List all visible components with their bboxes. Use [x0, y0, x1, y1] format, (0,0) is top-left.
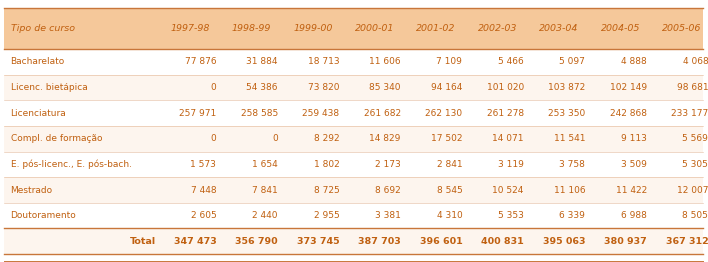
Text: 400 831: 400 831	[481, 237, 524, 246]
Text: 8 545: 8 545	[437, 185, 462, 194]
Text: 102 149: 102 149	[610, 83, 647, 92]
Text: 98 681: 98 681	[677, 83, 708, 92]
Text: 2 605: 2 605	[190, 211, 217, 220]
Text: 2002-03: 2002-03	[478, 24, 517, 33]
Bar	[4, 100, 703, 126]
Text: Tipo de curso: Tipo de curso	[11, 24, 75, 33]
Text: 2003-04: 2003-04	[539, 24, 578, 33]
Text: E. pós-licenc., E. pós-bach.: E. pós-licenc., E. pós-bach.	[11, 160, 132, 169]
Text: Licenc. bietápica: Licenc. bietápica	[11, 83, 87, 92]
Text: 3 758: 3 758	[559, 160, 586, 169]
Text: 356 790: 356 790	[235, 237, 278, 246]
Text: 6 988: 6 988	[621, 211, 647, 220]
Text: 387 703: 387 703	[358, 237, 401, 246]
Text: 5 353: 5 353	[498, 211, 524, 220]
Text: 11 541: 11 541	[554, 134, 586, 143]
Bar	[4, 203, 703, 228]
Bar	[4, 151, 703, 177]
Text: 7 448: 7 448	[190, 185, 217, 194]
Text: 380 937: 380 937	[604, 237, 647, 246]
Bar	[4, 49, 703, 75]
Text: 9 113: 9 113	[621, 134, 647, 143]
Text: 2001-02: 2001-02	[416, 24, 455, 33]
Text: 5 305: 5 305	[683, 160, 708, 169]
Text: 395 063: 395 063	[543, 237, 586, 246]
Text: 2004-05: 2004-05	[600, 24, 640, 33]
Text: 1997-98: 1997-98	[170, 24, 210, 33]
Text: 101 020: 101 020	[486, 83, 524, 92]
Text: 54 386: 54 386	[246, 83, 278, 92]
Text: 8 505: 8 505	[683, 211, 708, 220]
Text: 11 606: 11 606	[369, 57, 401, 66]
Text: 1 802: 1 802	[314, 160, 339, 169]
Text: 0: 0	[210, 83, 217, 92]
Text: 262 130: 262 130	[426, 108, 462, 118]
Bar	[4, 228, 703, 254]
Text: 7 841: 7 841	[252, 185, 278, 194]
Text: Bacharelato: Bacharelato	[11, 57, 65, 66]
Text: 8 725: 8 725	[314, 185, 339, 194]
Text: 2 173: 2 173	[375, 160, 401, 169]
Text: 4 310: 4 310	[437, 211, 462, 220]
Bar	[4, 126, 703, 151]
Text: Total: Total	[130, 237, 156, 246]
Text: 253 350: 253 350	[548, 108, 586, 118]
Text: 103 872: 103 872	[548, 83, 586, 92]
Text: 242 868: 242 868	[610, 108, 647, 118]
Text: 8 692: 8 692	[375, 185, 401, 194]
Text: 3 381: 3 381	[375, 211, 401, 220]
Text: 2005-06: 2005-06	[662, 24, 702, 33]
Text: 31 884: 31 884	[246, 57, 278, 66]
Text: 257 971: 257 971	[179, 108, 217, 118]
Text: 261 278: 261 278	[486, 108, 524, 118]
Bar	[4, 75, 703, 100]
Text: 77 876: 77 876	[185, 57, 217, 66]
Text: 12 007: 12 007	[677, 185, 708, 194]
Text: 3 119: 3 119	[498, 160, 524, 169]
Text: 233 177: 233 177	[671, 108, 708, 118]
Text: 0: 0	[210, 134, 217, 143]
Text: 73 820: 73 820	[308, 83, 339, 92]
Text: 1998-99: 1998-99	[232, 24, 271, 33]
Text: 85 340: 85 340	[370, 83, 401, 92]
Text: 396 601: 396 601	[420, 237, 462, 246]
Text: 1 654: 1 654	[252, 160, 278, 169]
Text: 5 097: 5 097	[559, 57, 586, 66]
Text: 2 955: 2 955	[314, 211, 339, 220]
Text: 258 585: 258 585	[241, 108, 278, 118]
Text: 11 106: 11 106	[554, 185, 586, 194]
Text: 373 745: 373 745	[297, 237, 339, 246]
Text: 259 438: 259 438	[302, 108, 339, 118]
Text: Licenciatura: Licenciatura	[11, 108, 67, 118]
Text: 94 164: 94 164	[431, 83, 462, 92]
Text: Doutoramento: Doutoramento	[11, 211, 76, 220]
Text: 4 068: 4 068	[683, 57, 708, 66]
Text: 1999-00: 1999-00	[293, 24, 333, 33]
Text: Compl. de formação: Compl. de formação	[11, 134, 102, 143]
Text: 347 473: 347 473	[173, 237, 217, 246]
Text: 17 502: 17 502	[430, 134, 462, 143]
Text: 3 509: 3 509	[621, 160, 647, 169]
Text: 367 312: 367 312	[666, 237, 708, 246]
Text: 14 071: 14 071	[492, 134, 524, 143]
Text: 2000-01: 2000-01	[355, 24, 394, 33]
Text: 14 829: 14 829	[370, 134, 401, 143]
Text: 2 841: 2 841	[437, 160, 462, 169]
Text: 11 422: 11 422	[615, 185, 647, 194]
Text: 0: 0	[272, 134, 278, 143]
Text: 8 292: 8 292	[314, 134, 339, 143]
Text: 10 524: 10 524	[493, 185, 524, 194]
Text: Mestrado: Mestrado	[11, 185, 52, 194]
Bar	[4, 8, 703, 49]
Text: 261 682: 261 682	[364, 108, 401, 118]
Text: 7 109: 7 109	[436, 57, 462, 66]
Text: 5 569: 5 569	[683, 134, 708, 143]
Text: 4 888: 4 888	[621, 57, 647, 66]
Text: 6 339: 6 339	[559, 211, 586, 220]
Text: 2 440: 2 440	[252, 211, 278, 220]
Bar	[4, 177, 703, 203]
Text: 5 466: 5 466	[498, 57, 524, 66]
Text: 1 573: 1 573	[190, 160, 217, 169]
Text: 18 713: 18 713	[308, 57, 339, 66]
